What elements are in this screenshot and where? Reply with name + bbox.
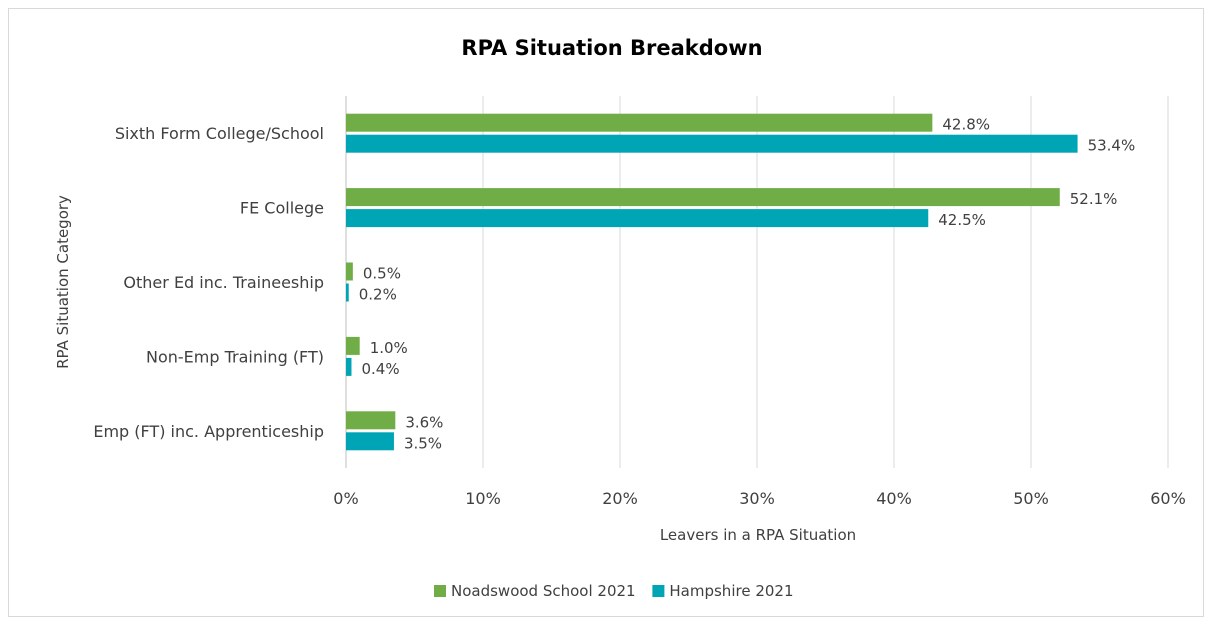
data-label: 1.0% (370, 339, 408, 357)
chart-frame (8, 8, 1204, 617)
legend-label: Noadswood School 2021 (451, 582, 636, 600)
legend: Noadswood School 2021 Hampshire 2021 (434, 582, 794, 600)
x-tick-labels: 0% 10% 20% 30% 40% 50% 60% (333, 489, 1185, 508)
legend-label: Hampshire 2021 (669, 582, 793, 600)
data-label: 42.8% (942, 116, 990, 134)
chart-title: RPA Situation Breakdown (461, 36, 762, 60)
category-label: Emp (FT) inc. Apprenticeship (93, 422, 324, 441)
bar-hampshire (346, 283, 349, 302)
category-label: Other Ed inc. Traineeship (123, 273, 324, 292)
data-label: 53.4% (1088, 137, 1136, 155)
x-tick-label: 50% (1013, 489, 1049, 508)
bar-noadswood (346, 188, 1060, 207)
data-label: 42.5% (938, 211, 986, 229)
x-tick-label: 0% (333, 489, 358, 508)
category-labels: Sixth Form College/School FE College Other… (93, 124, 324, 441)
data-label: 0.2% (359, 286, 397, 304)
data-label: 52.1% (1070, 190, 1118, 208)
bar-noadswood (346, 262, 353, 281)
x-tick-label: 10% (465, 489, 501, 508)
legend-swatch (652, 585, 665, 597)
data-label: 0.4% (361, 360, 399, 378)
x-tick-label: 60% (1150, 489, 1186, 508)
bar-noadswood (346, 336, 360, 355)
bar-hampshire (346, 209, 929, 228)
x-axis-title: Leavers in a RPA Situation (660, 526, 856, 544)
bar-hampshire (346, 357, 352, 376)
data-label: 3.6% (405, 413, 443, 431)
x-tick-label: 20% (602, 489, 638, 508)
bar-hampshire (346, 432, 394, 451)
bar-hampshire (346, 134, 1078, 153)
gridlines (345, 96, 1169, 468)
bars (346, 113, 1078, 451)
data-label: 3.5% (404, 434, 442, 452)
bar-noadswood (346, 411, 396, 430)
category-label: FE College (240, 199, 324, 218)
x-tick-label: 30% (739, 489, 775, 508)
y-axis-title: RPA Situation Category (54, 195, 72, 369)
category-label: Non-Emp Training (FT) (146, 347, 324, 366)
x-tick-label: 40% (876, 489, 912, 508)
data-labels: 42.8% 53.4% 52.1% 42.5% 0.5% 0.2% 1.0% 0.4% 3.6%… (359, 116, 1135, 453)
bar-noadswood (346, 113, 933, 132)
category-label: Sixth Form College/School (115, 124, 324, 143)
legend-swatch (434, 585, 446, 597)
data-label: 0.5% (363, 265, 401, 283)
